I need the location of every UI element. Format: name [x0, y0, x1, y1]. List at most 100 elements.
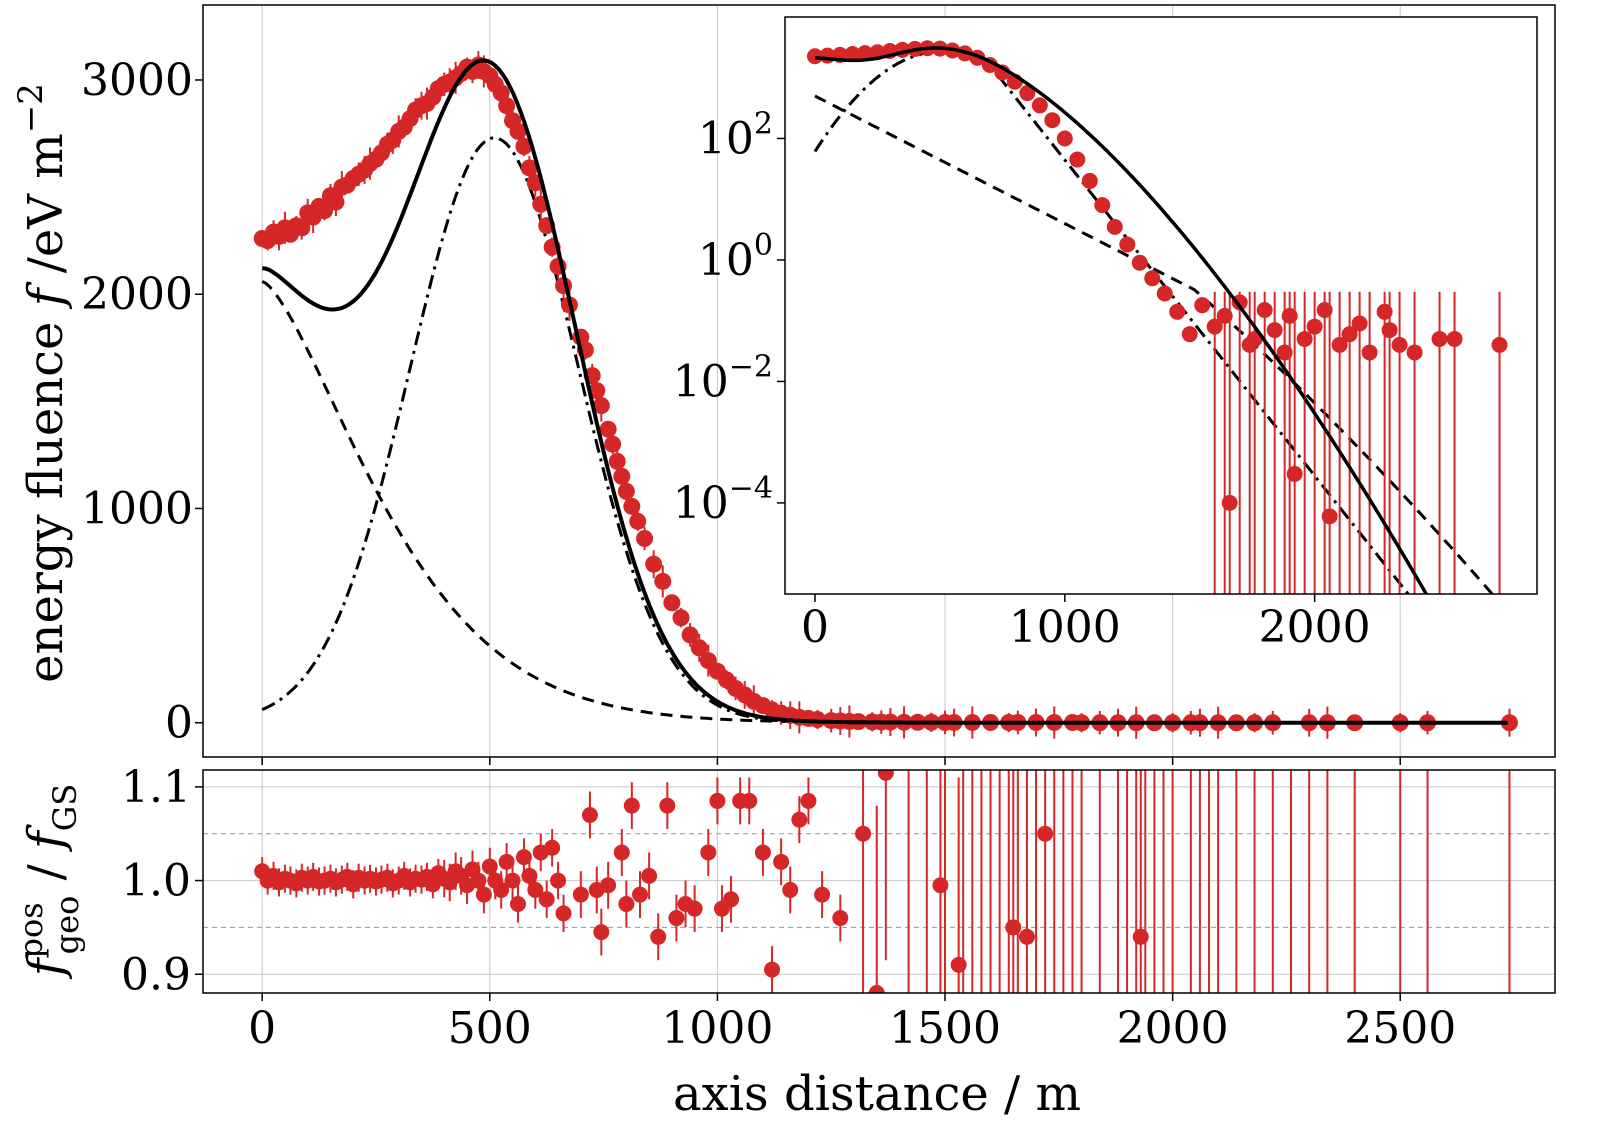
- ratio-x-tick-label: 500: [448, 1003, 532, 1054]
- main-data-point: [599, 420, 617, 438]
- inset-data-point: [1144, 270, 1161, 287]
- inset-data-point: [1266, 322, 1283, 339]
- inset-y-tick-label: 100: [698, 228, 773, 286]
- ratio-data-layer: [254, 770, 1511, 993]
- ratio-data-point: [618, 895, 635, 912]
- inset-background: [785, 17, 1537, 594]
- ratio-data-point: [632, 886, 649, 903]
- inset-data-point: [1119, 236, 1136, 253]
- inset-data-point: [1081, 172, 1098, 189]
- ratio-data-point: [764, 961, 781, 978]
- main-y-ticks: 0 1000 2000 3000: [81, 55, 203, 749]
- ratio-y-label-sub2: GS: [46, 784, 84, 831]
- x-axis-label: axis distance / m: [673, 1066, 1081, 1122]
- main-data-point: [690, 639, 708, 657]
- ratio-data-point: [504, 872, 521, 889]
- ratio-data-point: [791, 811, 808, 828]
- ratio-data-point: [754, 844, 771, 861]
- main-y-label-exponent: −2: [11, 83, 51, 133]
- ratio-data-point: [650, 928, 667, 945]
- inset-data-point: [1331, 336, 1348, 353]
- main-total-fit-curve: [262, 58, 1508, 725]
- inset-data-point: [1221, 494, 1238, 511]
- main-data-point: [809, 711, 827, 729]
- main-data-point: [654, 572, 672, 590]
- ratio-data-point: [700, 844, 717, 861]
- main-data-point: [293, 219, 311, 237]
- ratio-data-point: [527, 881, 544, 898]
- inset-data-point: [1031, 97, 1048, 114]
- inset-y-tick-label: 10−2: [673, 349, 773, 407]
- ratio-data-point: [538, 891, 555, 908]
- inset-data-point: [1321, 508, 1338, 525]
- main-y-tick-label: 2000: [81, 269, 193, 320]
- inset-data-point: [1056, 130, 1073, 147]
- main-data-point: [509, 122, 527, 140]
- ratio-data-point: [814, 886, 831, 903]
- ratio-data-point: [709, 792, 726, 809]
- ratio-y-tick-label: 1.0: [121, 856, 191, 907]
- main-data-point: [1500, 714, 1518, 732]
- inset-x-ticks: 0 1000 2000: [801, 594, 1371, 653]
- inset-data-point: [1131, 254, 1148, 271]
- main-data-point: [520, 159, 538, 177]
- ratio-data-point: [475, 886, 492, 903]
- inset-y-tick-exponent: 2: [754, 106, 773, 141]
- ratio-y-label-sep: /: [18, 849, 74, 896]
- ratio-y-label-sup: pos: [12, 902, 50, 958]
- ratio-data-point: [782, 881, 799, 898]
- inset-y-tick-exponent: 0: [754, 228, 773, 263]
- ratio-data-point: [555, 905, 572, 922]
- inset-x-tick-label: 1000: [1009, 602, 1121, 653]
- inset-y-tick-base: 10: [673, 478, 729, 529]
- inset-data-point: [1391, 336, 1408, 353]
- inset-data-point: [1306, 318, 1323, 335]
- main-y-tick-label: 3000: [81, 55, 193, 106]
- ratio-x-ticks: 0 500 1000 1500 2000 2500: [248, 993, 1456, 1054]
- ratio-data-point: [773, 853, 790, 870]
- inset-data-point: [1376, 303, 1393, 320]
- main-data-point: [515, 137, 533, 155]
- ratio-data-point: [593, 924, 610, 941]
- ratio-y-axis-label: fposgeo / fGS: [12, 784, 86, 980]
- main-data-point: [672, 609, 690, 627]
- ratio-y-ticks: 0.9 1.0 1.1: [121, 762, 203, 1000]
- inset-component-1-curve: [814, 94, 1495, 594]
- ratio-x-tick-label: 1500: [889, 1003, 1001, 1054]
- main-data-point: [498, 97, 516, 115]
- main-data-layer: [253, 51, 1518, 739]
- ratio-data-point: [723, 891, 740, 908]
- ratio-data-point: [493, 881, 510, 898]
- inset-data-point: [1156, 285, 1173, 302]
- inset-y-tick-label: 102: [698, 106, 773, 164]
- ratio-data-point: [855, 825, 872, 842]
- main-plot-frame: [202, 4, 1556, 758]
- ratio-panel: 0.9 1.0 1.1 0 500 1000 1500 2000 2500: [121, 762, 1556, 1054]
- ratio-data-point: [932, 877, 949, 894]
- main-data-point: [663, 594, 681, 612]
- main-y-label-prefix: energy fluence: [18, 306, 74, 683]
- main-y-tick-label: 1000: [81, 483, 193, 534]
- inset-y-tick-exponent: −2: [729, 349, 773, 384]
- inset-data-point: [1446, 330, 1463, 347]
- ratio-data-point: [641, 867, 658, 884]
- inset-data-point: [1351, 315, 1368, 332]
- ratio-data-point: [515, 849, 532, 866]
- main-data-point: [327, 193, 345, 211]
- ratio-data-point: [550, 872, 567, 889]
- ratio-data-point: [1132, 928, 1149, 945]
- ratio-data-point: [1037, 825, 1054, 842]
- inset-data-point: [856, 45, 873, 62]
- ratio-data-point: [481, 858, 498, 875]
- inset-data-point: [1286, 465, 1303, 482]
- ratio-data-point: [832, 910, 849, 927]
- ratio-data-point: [877, 770, 894, 781]
- ratio-data-point: [800, 792, 817, 809]
- ratio-y-tick-label: 0.9: [121, 949, 191, 1000]
- inset-x-tick-label: 2000: [1259, 602, 1371, 653]
- inset-data-point: [1169, 303, 1186, 320]
- ratio-data-point: [581, 806, 598, 823]
